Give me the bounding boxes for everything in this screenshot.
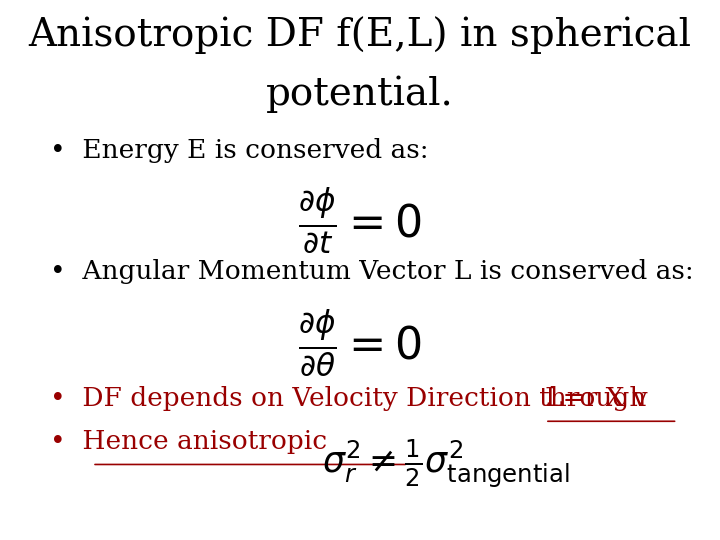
- Text: $\frac{\partial\phi}{\partial t} = 0$: $\frac{\partial\phi}{\partial t} = 0$: [298, 186, 422, 256]
- Text: potential.: potential.: [266, 76, 454, 113]
- Text: •  Energy E is conserved as:: • Energy E is conserved as:: [50, 138, 429, 163]
- Text: •  Angular Momentum Vector L is conserved as:: • Angular Momentum Vector L is conserved…: [50, 259, 694, 284]
- Text: $\frac{\partial\phi}{\partial\theta} = 0$: $\frac{\partial\phi}{\partial\theta} = 0…: [298, 308, 422, 379]
- Text: •: •: [50, 429, 83, 454]
- Text: $\sigma_r^2 \neq \frac{1}{2}\sigma_{\mathrm{tangential}}^2$: $\sigma_r^2 \neq \frac{1}{2}\sigma_{\mat…: [323, 437, 570, 490]
- Text: •  DF depends on Velocity Direction through: • DF depends on Velocity Direction throu…: [50, 386, 655, 411]
- Text: •  Hence anisotropic: • Hence anisotropic: [50, 429, 328, 454]
- Text: L=r X v: L=r X v: [545, 386, 648, 411]
- Text: Anisotropic DF f(E,L) in spherical: Anisotropic DF f(E,L) in spherical: [29, 16, 691, 54]
